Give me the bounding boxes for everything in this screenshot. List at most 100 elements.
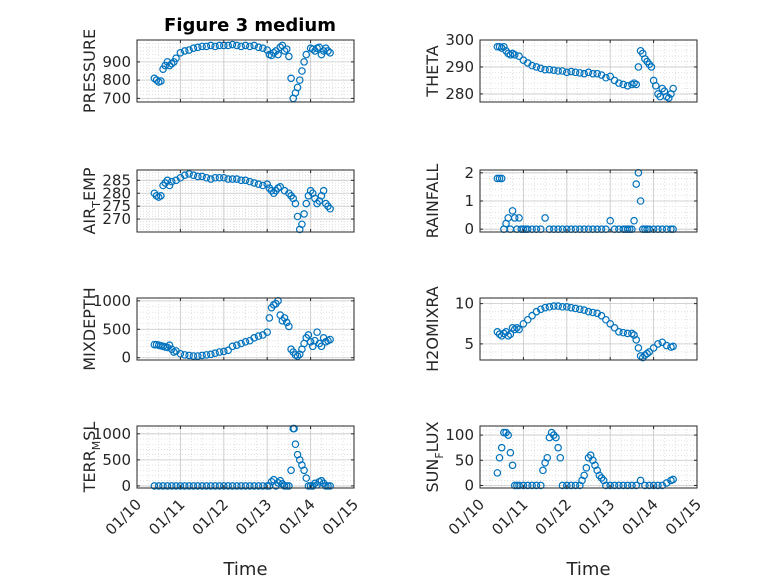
data-point [282, 482, 291, 490]
data-point [280, 47, 289, 55]
data-point [495, 174, 504, 183]
y-tick-label: 290 [445, 58, 474, 76]
data-point [259, 181, 267, 190]
data-point [493, 469, 502, 477]
data-point [193, 43, 202, 52]
data-point [206, 175, 215, 183]
data-point [597, 311, 606, 320]
data-point [293, 212, 302, 221]
x-axis-label: Time [565, 559, 610, 580]
data-point [172, 482, 180, 490]
data-point [606, 481, 615, 490]
data-point [220, 482, 228, 490]
data-point [324, 482, 332, 490]
y-axis-label: AIRTEMP [80, 167, 103, 234]
x-tick-label: 01/14 [275, 495, 318, 538]
y-tick-label: 900 [102, 53, 131, 71]
subplot-8: 0 50 100 01/10 01/11 01/12 01/13 01/14 01/15 Time… [423, 421, 705, 580]
data-point [313, 328, 321, 336]
data-point [495, 453, 504, 462]
data-point [185, 482, 193, 490]
data-point [508, 461, 517, 470]
y-label-main: AIR [80, 208, 99, 235]
axes-box [479, 425, 698, 489]
data-point [638, 353, 647, 362]
y-label-subscript: M [90, 441, 103, 451]
data-point [250, 334, 258, 342]
data-point [589, 308, 597, 317]
data-point [198, 351, 206, 360]
data-point [536, 64, 545, 73]
y-tick-label: 700 [102, 89, 131, 107]
data-point [311, 479, 319, 488]
data-point [291, 440, 300, 449]
data-point [224, 346, 232, 355]
y-label-subscript: F [433, 452, 446, 458]
data-point [298, 220, 306, 229]
data-point [298, 67, 306, 75]
data-point [506, 448, 515, 457]
data-point [602, 315, 610, 324]
data-point [645, 348, 654, 356]
data-point [610, 481, 619, 490]
data-point [293, 352, 302, 360]
data-point [185, 46, 193, 54]
data-point [515, 214, 523, 222]
x-tick-label: 01/11 [145, 495, 188, 538]
data-point [250, 482, 258, 490]
y-tick-label: 285 [102, 171, 131, 189]
y-tick-label: 0 [464, 220, 474, 238]
data-point [562, 68, 571, 77]
data-point [580, 471, 588, 480]
data-point [280, 482, 289, 490]
y-axis-label: MIXDEPTH [80, 287, 99, 370]
data-point [515, 52, 523, 60]
data-point [326, 482, 334, 490]
data-point [263, 180, 272, 189]
data-point [319, 186, 328, 195]
data-point [259, 44, 267, 53]
data-point [554, 302, 562, 310]
data-point [515, 481, 523, 490]
data-point [282, 318, 291, 327]
x-tick-label: 01/11 [488, 495, 531, 538]
y-axis-label: H2OMIXRA [423, 286, 442, 372]
data-point [265, 314, 274, 322]
data-point [567, 67, 575, 76]
data-point [634, 344, 643, 352]
data-point [606, 72, 615, 81]
data-point [211, 42, 219, 51]
data-point [502, 328, 510, 336]
data-point [636, 352, 645, 360]
data-point [302, 50, 311, 59]
data-point [282, 45, 291, 53]
data-point [300, 466, 308, 475]
data-point [532, 481, 541, 490]
data-point [274, 478, 282, 487]
data-point [154, 482, 163, 490]
data-point [606, 319, 615, 328]
data-point [647, 63, 656, 71]
data-point [157, 77, 165, 85]
data-point [167, 59, 176, 68]
data-point [198, 172, 206, 181]
data-point [317, 342, 326, 351]
data-point [645, 481, 654, 490]
data-point [669, 342, 677, 351]
data-point [300, 210, 308, 218]
data-point [193, 352, 202, 360]
data-point [630, 331, 638, 339]
data-point [632, 336, 641, 344]
data-point [302, 474, 311, 482]
data-point [523, 481, 532, 490]
data-point [290, 424, 298, 433]
data-point [326, 204, 334, 213]
data-point [558, 481, 567, 490]
data-point [220, 173, 228, 182]
x-tick-label: 01/14 [618, 495, 661, 538]
data-point [567, 481, 575, 490]
y-axis-label: SUNFLUX [423, 421, 446, 492]
data-point [504, 332, 513, 340]
data-point [584, 68, 593, 77]
